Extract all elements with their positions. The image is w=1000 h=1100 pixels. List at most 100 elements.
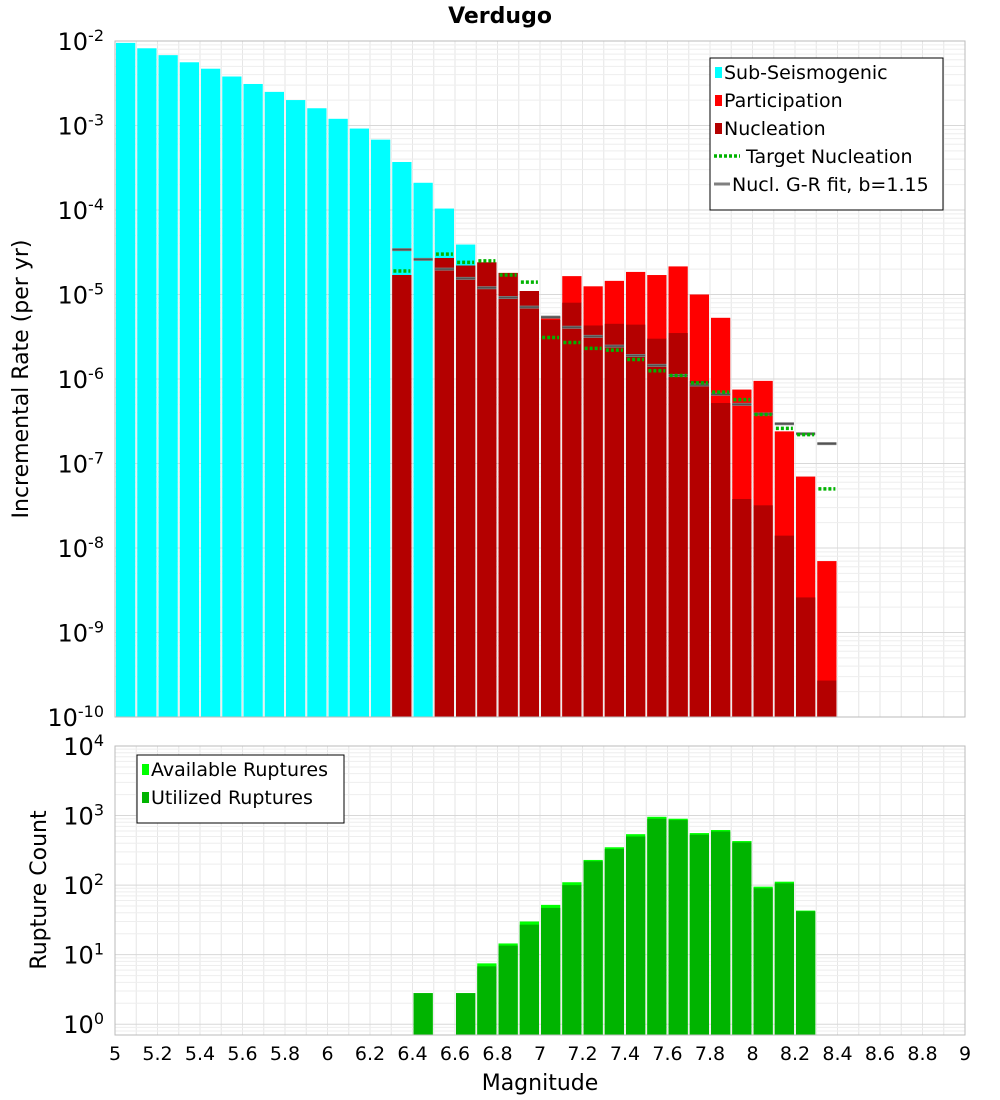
x-tick-label: 5.6 (227, 1043, 257, 1065)
top-y-tick-label: 10-7 (58, 448, 105, 479)
bottom-legend-label: Available Ruptures (151, 759, 328, 781)
sub-seismogenic-bar (222, 76, 242, 717)
x-ticks: 5 5.2 5.4 5.6 5.8 6 6.2 6.4 6.6 6.8 7 7.2 7.4 7.6 7.8 8… (109, 1043, 971, 1065)
top-y-tick-label: 10-4 (58, 195, 105, 226)
top-legend-label: Nucl. G-R fit, b=1.15 (732, 174, 929, 196)
utilized-ruptures-bar (689, 834, 709, 1035)
top-y-tick-label: 10-9 (58, 617, 105, 648)
sub-seismogenic-bar (328, 118, 348, 717)
sub-seismogenic-bar (137, 48, 157, 718)
x-tick-label: 8.8 (907, 1043, 937, 1065)
nucleation-bar (541, 319, 561, 717)
top-y-tick-label: 10-8 (58, 533, 105, 564)
x-tick-label: 6.6 (440, 1043, 470, 1065)
nucleation-bar (626, 324, 646, 717)
x-tick-label: 8.6 (865, 1043, 895, 1065)
x-axis-label: Magnitude (482, 1071, 599, 1096)
top-legend-label: Nucleation (724, 118, 826, 140)
bottom-y-tick-label: 103 (63, 800, 104, 831)
x-tick-label: 5 (109, 1043, 121, 1065)
utilized-ruptures-bar (774, 883, 794, 1035)
top-y-axis-label: Incremental Rate (per yr) (9, 240, 34, 519)
bottom-legend-box (136, 754, 345, 824)
sub-seismogenic-bar (201, 68, 221, 717)
top-y-tick-label: 10-10 (47, 702, 104, 733)
bottom-legend-swatch (142, 792, 149, 803)
bottom-chart: 100 101 102 103 104 5 5.2 5.4 5.6 5.8 6 6.2 6.4 6.6 6… (27, 731, 971, 1097)
x-tick-label: 8.2 (780, 1043, 810, 1065)
top-chart: 10-10 10-9 10-8 10-7 10-6 10-5 10-4 10-3 10-2 In… (9, 26, 966, 733)
utilized-ruptures-bar (732, 842, 752, 1035)
nucleation-bar (604, 323, 624, 717)
nucleation-bar (753, 505, 773, 717)
top-legend: Sub-Seismogenic Participation Nucleation Ta… (709, 57, 944, 211)
top-legend-swatch (715, 123, 722, 134)
chart-title: Verdugo (448, 4, 552, 29)
sub-seismogenic-bar (307, 108, 327, 718)
participation-bar (817, 561, 837, 717)
top-y-ticks: 10-10 10-9 10-8 10-7 10-6 10-5 10-4 10-3 10-2 (47, 26, 104, 733)
top-y-tick-label: 10-3 (58, 110, 105, 141)
sub-seismogenic-bar (264, 91, 284, 717)
nucleation-bar (456, 265, 476, 717)
utilized-ruptures-bar (562, 885, 582, 1035)
nucleation-bar (668, 333, 688, 717)
bottom-legend: Available Ruptures Utilized Ruptures (136, 754, 345, 824)
nucleation-bar (519, 291, 539, 717)
bottom-y-ticks: 100 101 102 103 104 (63, 731, 104, 1040)
x-tick-label: 7.4 (610, 1043, 640, 1065)
utilized-ruptures-bar (647, 818, 667, 1035)
top-legend-swatch (715, 67, 722, 78)
top-legend-label: Sub-Seismogenic (724, 62, 888, 84)
top-legend-box (709, 57, 944, 211)
top-y-tick-label: 10-6 (58, 364, 105, 395)
sub-seismogenic-bar (371, 139, 391, 717)
x-tick-label: 8 (746, 1043, 758, 1065)
utilized-ruptures-bar (498, 945, 518, 1035)
utilized-ruptures-bar (626, 836, 646, 1035)
utilized-ruptures-bar (711, 831, 731, 1035)
utilized-ruptures-bar (413, 993, 433, 1035)
top-y-tick-label: 10-2 (58, 26, 105, 57)
bottom-plot-border (114, 745, 966, 1036)
nucleation-bar (689, 380, 709, 717)
bottom-legend-label: Utilized Ruptures (151, 787, 313, 809)
top-legend-label: Participation (724, 90, 843, 112)
utilized-ruptures-bar (519, 924, 539, 1035)
top-lines (392, 248, 837, 491)
sub-seismogenic-bar (286, 100, 306, 717)
x-tick-label: 6.2 (355, 1043, 385, 1065)
x-tick-label: 7.8 (695, 1043, 725, 1065)
x-tick-label: 9 (959, 1043, 971, 1065)
nucleation-bar (392, 275, 412, 717)
sub-seismogenic-bar (158, 55, 178, 717)
utilized-ruptures-bar (456, 993, 476, 1035)
x-tick-label: 7.6 (652, 1043, 682, 1065)
sub-seismogenic-bar (413, 182, 433, 718)
top-legend-label: Target Nucleation (745, 146, 913, 168)
top-legend-swatch (715, 95, 722, 106)
x-tick-label: 6 (321, 1043, 333, 1065)
x-tick-label: 6.8 (482, 1043, 512, 1065)
x-tick-label: 6.4 (397, 1043, 427, 1065)
x-tick-label: 7 (534, 1043, 546, 1065)
bottom-y-axis-label: Rupture Count (27, 810, 52, 970)
nucleation-bar (711, 402, 731, 717)
nucleation-bar (647, 338, 667, 717)
nucleation-bar (498, 272, 518, 717)
utilized-ruptures-bar (604, 849, 624, 1035)
nucleation-bar (434, 258, 454, 717)
bottom-y-tick-label: 102 (63, 870, 104, 901)
x-tick-label: 7.2 (567, 1043, 597, 1065)
utilized-ruptures-bar (796, 911, 816, 1035)
x-tick-label: 5.2 (142, 1043, 172, 1065)
sub-seismogenic-bar (349, 128, 369, 717)
utilized-ruptures-bar (668, 820, 688, 1035)
sub-seismogenic-bar (179, 62, 199, 717)
utilized-ruptures-bar (583, 861, 603, 1035)
nucleation-bar (732, 499, 752, 717)
sub-seismogenic-bar (243, 83, 263, 718)
top-bars (116, 42, 837, 718)
x-tick-label: 8.4 (822, 1043, 852, 1065)
